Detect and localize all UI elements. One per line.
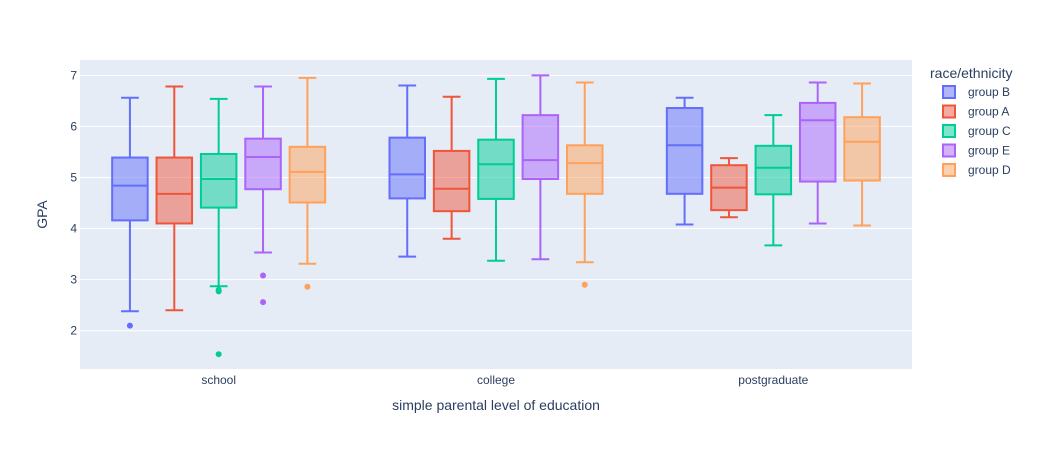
iqr-box	[199, 152, 238, 209]
legend-item[interactable]: group C	[942, 124, 1011, 138]
box-mark[interactable]	[155, 85, 194, 312]
iqr-box	[155, 156, 194, 225]
legend-item[interactable]: group D	[942, 163, 1011, 177]
legend-swatch	[942, 163, 956, 177]
box-mark[interactable]	[521, 74, 560, 261]
legend-swatch	[942, 124, 956, 138]
outlier-point	[215, 286, 222, 293]
outlier-point	[260, 299, 267, 306]
x-axis-title: simple parental level of education	[392, 397, 600, 413]
y-tick-label: 6	[70, 119, 77, 133]
box-mark[interactable]	[843, 82, 881, 227]
x-tick-label: school	[201, 373, 236, 387]
y-tick-label: 2	[70, 324, 77, 338]
iqr-box	[477, 138, 515, 200]
box-mark[interactable]	[477, 77, 515, 262]
box-mark[interactable]	[244, 85, 282, 306]
iqr-box	[565, 144, 604, 195]
iqr-box	[843, 116, 881, 182]
legend-label: group A	[968, 105, 1009, 119]
iqr-box	[111, 156, 149, 222]
legend-label: group E	[968, 144, 1010, 158]
outlier-point	[304, 283, 311, 290]
legend-swatch	[942, 104, 956, 119]
iqr-box	[521, 114, 560, 181]
box-mark[interactable]	[199, 97, 238, 358]
iqr-box	[432, 149, 471, 213]
iqr-box	[388, 136, 427, 200]
iqr-box	[665, 107, 704, 195]
iqr-box	[288, 145, 327, 204]
series-group-e	[244, 74, 837, 306]
series-group-c	[199, 77, 793, 358]
y-tick-label: 5	[70, 170, 77, 184]
y-axis: 2 3 4 5 6 7	[70, 68, 77, 337]
y-tick-label: 4	[70, 222, 77, 236]
outlier-point	[126, 322, 133, 329]
iqr-box	[754, 144, 793, 196]
box-mark[interactable]	[111, 96, 149, 329]
box-mark[interactable]	[710, 157, 748, 219]
iqr-box	[244, 137, 282, 191]
y-tick-label: 7	[70, 68, 77, 82]
outlier-point	[215, 351, 222, 358]
series-group-b	[111, 84, 704, 329]
legend-title: race/ethnicity	[930, 65, 1012, 81]
legend-item[interactable]: group A	[942, 104, 1009, 119]
box-mark[interactable]	[665, 96, 704, 226]
legend-label: group C	[968, 124, 1011, 138]
box-mark[interactable]	[432, 95, 471, 240]
legend-swatch	[942, 143, 956, 158]
x-tick-label: postgraduate	[738, 373, 808, 387]
series-group-d	[288, 76, 881, 290]
legend-swatch	[942, 85, 956, 99]
outlier-point	[581, 281, 588, 288]
iqr-box	[798, 101, 837, 183]
series-group-a	[155, 85, 748, 312]
y-tick-label: 3	[70, 273, 77, 287]
legend-item[interactable]: group E	[942, 143, 1010, 158]
x-tick-label: college	[477, 373, 515, 387]
y-axis-title: GPA	[34, 200, 50, 229]
box-mark[interactable]	[288, 76, 327, 290]
legend-label: group D	[968, 163, 1011, 177]
x-axis: school college postgraduate	[201, 373, 808, 387]
legend-item[interactable]: group B	[942, 85, 1010, 99]
legend[interactable]: race/ethnicity group B group A group C grou…	[930, 65, 1012, 177]
box-mark[interactable]	[565, 81, 604, 288]
legend-label: group B	[968, 85, 1010, 99]
box-mark[interactable]	[754, 114, 793, 247]
outlier-point	[260, 272, 267, 279]
box-mark[interactable]	[388, 84, 427, 258]
boxes	[111, 74, 881, 358]
box-mark[interactable]	[798, 81, 837, 225]
